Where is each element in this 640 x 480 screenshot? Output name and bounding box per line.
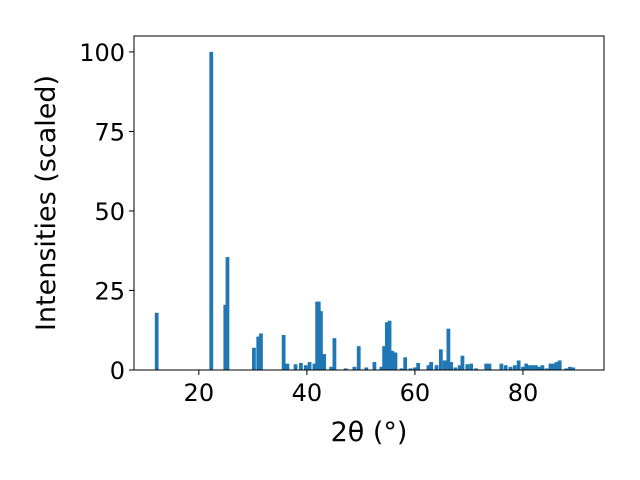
bar: [429, 362, 434, 370]
x-axis-label: 2θ (°): [331, 417, 408, 448]
bar: [332, 338, 337, 370]
bar: [379, 366, 384, 370]
bar: [387, 320, 392, 370]
bar: [564, 368, 569, 370]
bar: [453, 367, 458, 370]
bar: [372, 362, 377, 370]
bar: [508, 366, 513, 370]
bar: [544, 368, 549, 370]
y-tick-label: 25: [94, 277, 125, 305]
x-tick-label: 80: [508, 379, 539, 407]
bar: [343, 368, 348, 370]
bar: [568, 366, 572, 370]
bar: [352, 366, 357, 370]
bar: [503, 365, 508, 370]
y-axis-ticks: 0 25 50 75 100: [79, 39, 134, 385]
bar: [259, 333, 263, 370]
bar: [554, 362, 559, 370]
x-tick-label: 20: [184, 379, 215, 407]
bar: [312, 363, 317, 370]
bar: [460, 355, 465, 370]
bar: [223, 304, 228, 370]
bar: [438, 349, 443, 370]
x-tick-label: 40: [292, 379, 323, 407]
bar: [399, 368, 404, 370]
bar: [390, 350, 395, 370]
bar: [416, 363, 421, 370]
bar: [329, 366, 334, 370]
bar: [465, 364, 470, 370]
bar: [252, 347, 256, 370]
bar: [487, 363, 492, 370]
bar: [256, 336, 261, 370]
bar: [557, 360, 562, 370]
y-tick-label: 75: [94, 118, 125, 146]
x-axis-ticks: 20 40 60 80: [184, 370, 539, 407]
bar: [474, 368, 478, 370]
bar-series: [154, 51, 576, 371]
bar: [457, 365, 462, 370]
x-tick-label: 60: [400, 379, 431, 407]
bar: [571, 367, 576, 370]
bar: [469, 363, 473, 370]
plot-frame: [133, 35, 605, 371]
bar: [299, 363, 303, 370]
bar: [548, 363, 553, 370]
bar: [154, 312, 159, 370]
bar: [434, 365, 439, 370]
bar: [426, 365, 431, 370]
bar: [356, 346, 361, 370]
bar: [442, 360, 447, 370]
y-axis-label: Intensities (scaled): [31, 75, 62, 331]
bar: [364, 367, 369, 370]
bar: [512, 365, 517, 370]
bar: [285, 363, 290, 370]
bar: [316, 301, 321, 370]
bar: [516, 360, 521, 370]
bar: [293, 364, 298, 370]
bar: [303, 365, 308, 370]
bar: [319, 311, 323, 370]
bar: [322, 354, 327, 370]
bar: [499, 363, 504, 370]
bar: [530, 365, 535, 370]
bar: [534, 365, 538, 370]
bar: [408, 368, 413, 370]
y-tick-label: 100: [79, 39, 125, 67]
bar: [403, 357, 408, 370]
bar: [413, 367, 417, 370]
bar: [446, 328, 451, 370]
bar: [281, 335, 286, 370]
bar: [382, 346, 387, 370]
y-tick-label: 50: [94, 198, 125, 226]
bar: [537, 366, 542, 370]
bar: [209, 51, 214, 371]
bar: [551, 363, 556, 370]
bar: [225, 257, 230, 370]
bar: [449, 362, 453, 370]
bar: [307, 362, 312, 370]
bar: [524, 363, 529, 370]
bar: [527, 365, 531, 370]
bar: [393, 352, 398, 370]
y-tick-label: 0: [110, 357, 125, 385]
bar: [521, 366, 525, 370]
bar: [484, 363, 489, 370]
bar: [540, 365, 545, 370]
bar: [384, 322, 389, 370]
